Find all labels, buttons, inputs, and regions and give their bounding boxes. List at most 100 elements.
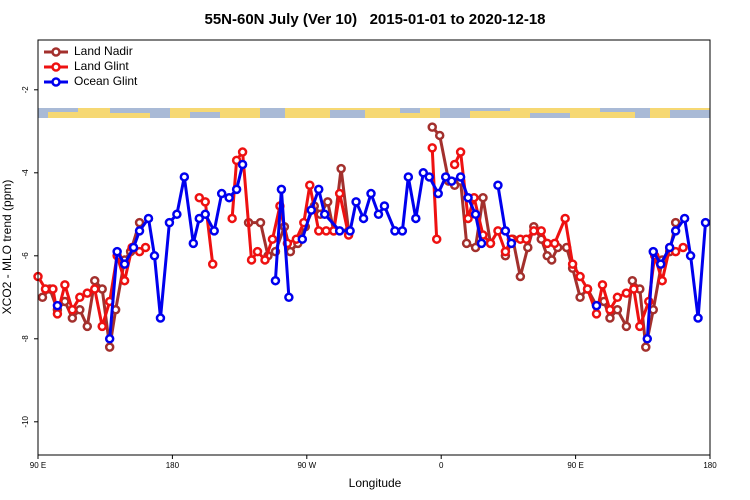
data-point — [478, 192, 488, 203]
data-point — [322, 197, 333, 207]
data-point — [134, 246, 145, 257]
data-point — [648, 246, 659, 257]
data-point — [424, 172, 435, 182]
data-point — [455, 172, 466, 182]
data-point — [433, 188, 443, 199]
data-point — [284, 292, 294, 303]
data-point — [670, 217, 681, 228]
data-point — [246, 255, 257, 265]
data-point — [313, 226, 324, 236]
data-point — [112, 246, 122, 257]
data-point — [591, 309, 602, 319]
data-point — [500, 246, 511, 257]
data-point — [67, 313, 78, 323]
data-point — [358, 213, 369, 224]
data-point — [485, 238, 496, 249]
x-tick-label: 90 E — [30, 461, 46, 470]
data-point — [427, 122, 437, 132]
data-point — [224, 192, 234, 203]
data-point — [237, 147, 248, 157]
data-point — [679, 213, 690, 224]
plot-frame — [37, 39, 711, 456]
data-point — [390, 226, 400, 236]
x-tick-label: 0 — [439, 461, 444, 470]
data-point — [627, 275, 638, 286]
data-point — [641, 342, 651, 352]
data-point — [313, 184, 324, 195]
legend-label: Land Glint — [74, 59, 129, 73]
data-point — [227, 213, 237, 224]
data-point — [476, 238, 487, 249]
data-point — [104, 342, 115, 352]
data-point — [231, 184, 242, 195]
data-point — [605, 305, 615, 315]
legend-label: Land Nadir — [74, 44, 133, 58]
data-point — [336, 163, 346, 174]
data-point — [140, 242, 151, 253]
data-point — [470, 242, 481, 253]
data-point — [60, 280, 70, 290]
data-point — [75, 292, 85, 303]
data-point — [67, 305, 78, 315]
y-tick-label: -8 — [21, 335, 30, 343]
data-point — [500, 226, 511, 236]
data-point — [605, 313, 615, 323]
data-point — [164, 217, 175, 228]
data-point — [493, 180, 503, 190]
data-point — [334, 188, 345, 199]
data-point — [200, 209, 211, 220]
data-point — [345, 226, 355, 236]
data-point — [270, 275, 281, 286]
data-point — [260, 255, 270, 265]
data-point — [209, 226, 219, 236]
data-point — [52, 300, 63, 311]
x-axis-label: Longitude — [349, 476, 402, 490]
data-point — [207, 259, 218, 269]
data-point — [446, 176, 457, 186]
data-point — [82, 288, 93, 298]
data-point — [642, 334, 653, 344]
data-point — [463, 192, 473, 203]
data-point — [379, 201, 390, 211]
data-point — [612, 292, 623, 303]
data-point — [172, 209, 182, 220]
data-point — [52, 309, 63, 319]
data-point — [75, 305, 85, 315]
data-point — [155, 313, 166, 323]
data-point — [506, 238, 517, 249]
data-point — [470, 209, 481, 220]
y-tick-label: -6 — [21, 252, 30, 260]
data-point — [536, 226, 547, 236]
chart-title: 55N-60N July (Ver 10) 2015-01-01 to 2020… — [204, 11, 545, 28]
data-point — [306, 205, 317, 215]
data-point — [427, 143, 437, 153]
data-point — [97, 321, 107, 332]
data-point — [231, 155, 242, 166]
data-point — [463, 213, 473, 224]
data-point — [455, 147, 466, 157]
data-point — [567, 259, 578, 269]
data-point — [591, 300, 602, 311]
data-point — [297, 234, 308, 244]
data-point — [97, 284, 107, 294]
data-point — [194, 213, 205, 224]
data-point — [200, 197, 211, 207]
x-tick-label: 180 — [166, 461, 180, 470]
x-tick-label: 180 — [703, 461, 717, 470]
data-point — [252, 246, 263, 257]
data-point — [351, 197, 361, 207]
data-point — [523, 242, 533, 253]
data-point — [575, 292, 585, 303]
data-point — [373, 209, 384, 220]
data-point — [621, 321, 632, 332]
data-point — [597, 280, 608, 290]
data-point — [621, 288, 632, 298]
data-point — [529, 226, 539, 236]
data-point — [119, 259, 130, 269]
y-axis-label: XCO2 - MLO trend (ppm) — [0, 180, 14, 315]
data-point — [305, 180, 315, 190]
data-point — [461, 238, 472, 249]
data-point — [685, 251, 696, 261]
data-point — [188, 238, 199, 249]
